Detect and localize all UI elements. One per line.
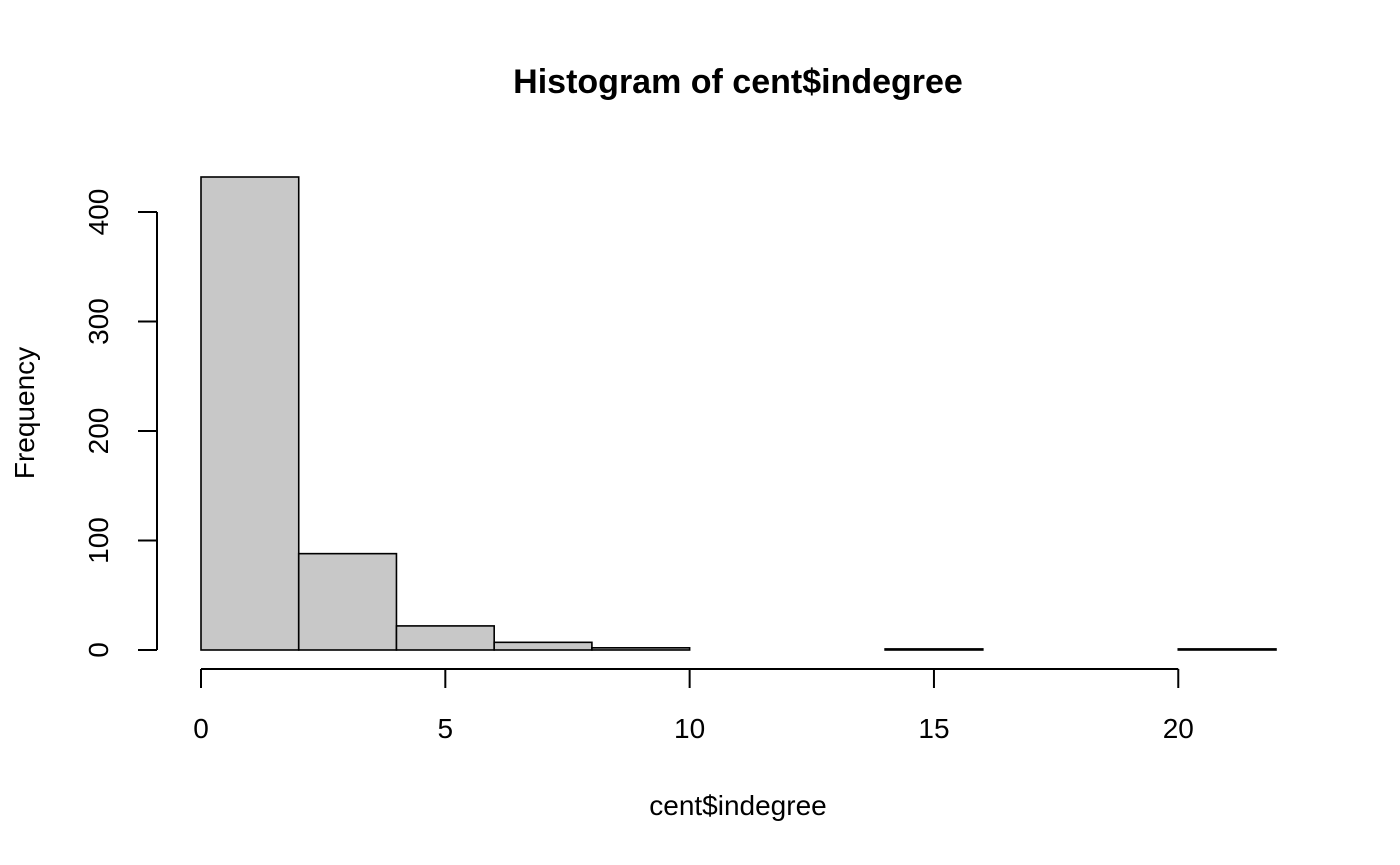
y-axis: 0 100 200 300 400	[83, 189, 158, 658]
y-tick-label: 200	[83, 408, 114, 455]
x-tick-label: 0	[193, 713, 209, 744]
x-axis: 0 5 10 15 20	[193, 668, 1194, 744]
y-tick-label: 0	[83, 642, 114, 658]
x-axis-label: cent$indegree	[649, 790, 826, 821]
y-tick-label: 400	[83, 189, 114, 236]
x-tick-label: 5	[438, 713, 454, 744]
histogram-bar	[591, 647, 691, 651]
histogram-bar	[884, 648, 984, 651]
x-tick-label: 20	[1163, 713, 1194, 744]
histogram-bar	[297, 552, 398, 651]
histogram-bar	[493, 641, 593, 651]
x-tick-label: 10	[674, 713, 705, 744]
chart-title: Histogram of cent$indegree	[513, 63, 963, 101]
histogram-bar	[200, 176, 300, 651]
bars-group	[200, 176, 1277, 651]
y-tick-label: 100	[83, 517, 114, 564]
histogram-bar	[395, 625, 495, 651]
x-tick-label: 15	[918, 713, 949, 744]
y-axis-label: Frequency	[9, 347, 40, 479]
histogram-bar	[1177, 648, 1277, 651]
y-tick-label: 300	[83, 298, 114, 345]
